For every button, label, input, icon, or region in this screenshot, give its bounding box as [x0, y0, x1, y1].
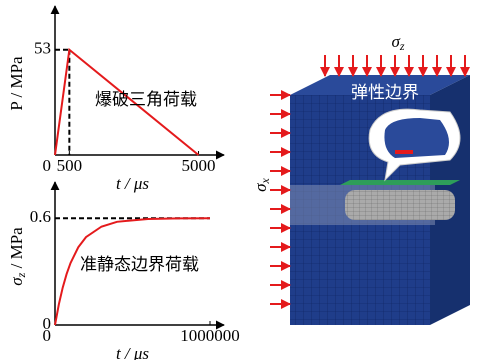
- y-axis-label: P / MPa: [7, 56, 26, 111]
- callout-mark: [395, 150, 413, 154]
- top-load-arrows: [325, 55, 465, 76]
- annotation: 准静态边界荷载: [80, 255, 199, 275]
- x-tick-label: 5000: [182, 156, 216, 175]
- x-axis-label: t / μs: [116, 174, 149, 193]
- annotation: 爆破三角荷载: [95, 90, 197, 110]
- y-tick-label: 53: [34, 39, 51, 58]
- top-load-label: σz: [391, 32, 404, 53]
- y-axis-label: σz / MPa: [7, 227, 28, 286]
- cylinder: [345, 190, 455, 220]
- x-tick-label: 500: [57, 156, 83, 175]
- y-tick-label: 0: [43, 314, 52, 333]
- x-axis-label: t / μs: [116, 344, 149, 360]
- lining-layer: [340, 180, 460, 185]
- region-label: 弹性边界: [351, 83, 419, 103]
- unit: / MPa: [7, 227, 26, 273]
- page: σz σx 弹性边界 0 500 5000 53 t / μs P / MPa 爆破三角荷载…: [0, 0, 481, 360]
- side-load-label: σx: [251, 177, 272, 191]
- y-tick-label: 0.6: [30, 207, 51, 226]
- subscript: z: [399, 39, 405, 53]
- figure: σz σx 弹性边界 0 500 5000 53 t / μs P / MPa 爆破三角荷载…: [0, 0, 481, 360]
- callout-detail: [384, 118, 449, 158]
- x-tick-label: 1000000: [180, 326, 240, 345]
- model-diagram: σz σx 弹性边界: [251, 32, 470, 325]
- subscript: x: [258, 177, 272, 184]
- side-load-arrows: [270, 95, 290, 304]
